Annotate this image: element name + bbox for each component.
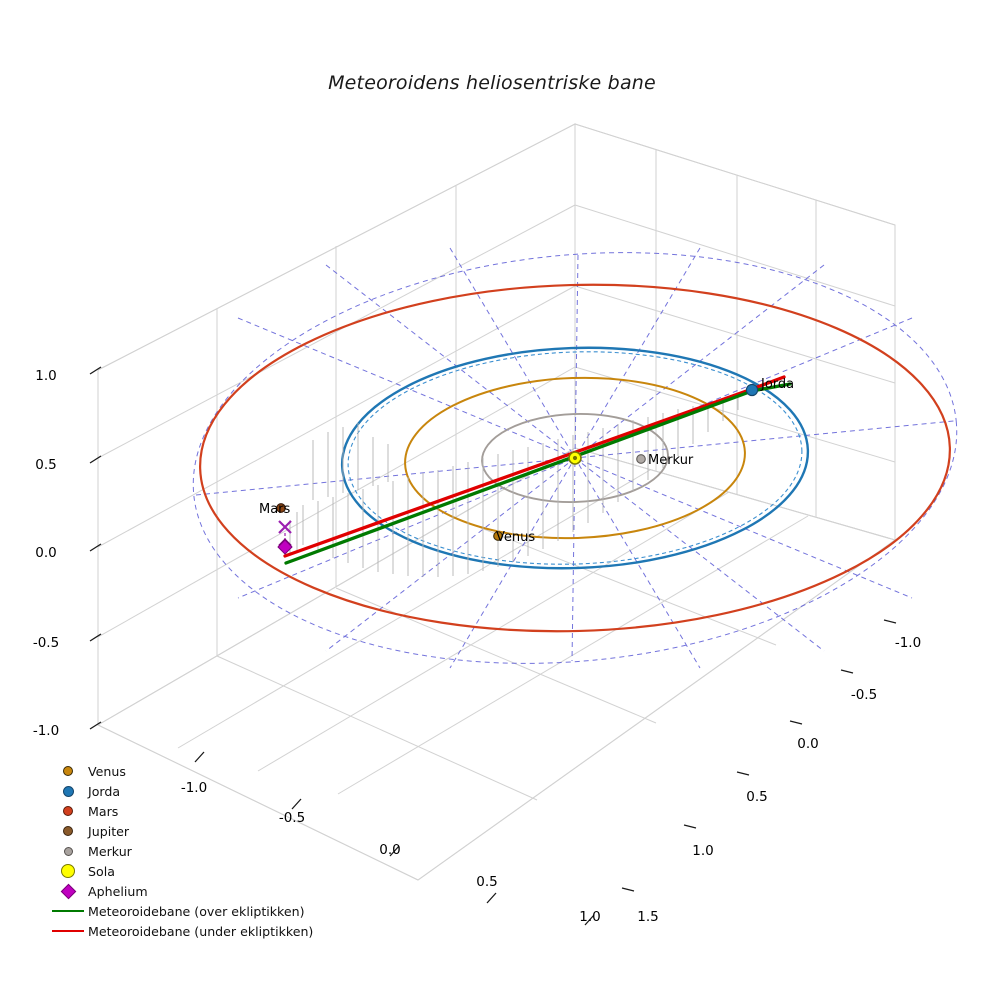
legend-marker-sola-dot-icon — [48, 864, 88, 878]
axes-panes — [96, 123, 897, 881]
meteoroid-orbit-over-ecliptic-tail — [750, 382, 792, 393]
legend-label: Jupiter — [88, 823, 130, 839]
legend-label: Meteoroidebane (under ekliptikken) — [88, 923, 314, 939]
axis-z — [89, 366, 102, 730]
legend-marker-mars-dot-icon — [48, 806, 88, 816]
label-jorda: Jorda — [760, 377, 794, 392]
legend-item-venus[interactable]: Venus — [48, 761, 378, 781]
body-aphelium[interactable] — [277, 539, 293, 555]
orbit-mars — [199, 283, 951, 633]
legend-item-jorda[interactable]: Jorda — [48, 781, 378, 801]
legend-label: Jorda — [88, 783, 121, 799]
z-tick-label: -1.0 — [33, 723, 59, 739]
page-title: Meteoroidens heliosentriske bane — [328, 72, 656, 94]
axis-z-ticklabels: 1.0 0.5 0.0 -0.5 -1.0 — [33, 368, 59, 739]
legend: Venus Jorda Mars Jupiter Merkur — [48, 761, 378, 941]
legend-marker-jupiter-dot-icon — [48, 826, 88, 836]
body-text-labels: Jorda Merkur Venus Mars — [259, 377, 794, 545]
pane-floor — [96, 447, 897, 881]
legend-marker-red-line-icon — [48, 930, 88, 932]
y-tick-label: 1.0 — [692, 843, 713, 859]
z-tick-label: 0.5 — [35, 457, 56, 473]
aphelion-x-icon — [278, 520, 292, 534]
orbit-ellipses — [199, 283, 951, 633]
x-tick-label: 0.0 — [379, 842, 400, 858]
axis-x-ticklabels: -1.0 -0.5 0.0 0.5 1.0 — [181, 780, 601, 925]
y-tick-label: -1.0 — [895, 635, 921, 651]
axis-y — [621, 619, 897, 892]
legend-item-jupiter[interactable]: Jupiter — [48, 821, 378, 841]
body-jorda[interactable] — [745, 383, 759, 397]
legend-item-meteoroid-over[interactable]: Meteoroidebane (over ekliptikken) — [48, 901, 378, 921]
orbit-jorda-projection — [347, 351, 803, 565]
x-tick-label: -0.5 — [279, 810, 305, 826]
legend-label: Aphelium — [88, 883, 148, 899]
meteoroid-orbit — [283, 375, 792, 565]
x-tick-label: 0.5 — [476, 874, 497, 890]
legend-marker-merkur-dot-icon — [48, 846, 88, 856]
legend-label: Merkur — [88, 843, 132, 859]
meteoroid-orbit-under-ecliptic — [283, 387, 754, 558]
y-tick-label: 1.5 — [637, 909, 658, 925]
body-mars[interactable] — [276, 503, 286, 513]
legend-item-sola[interactable]: Sola — [48, 861, 378, 881]
legend-label: Meteoroidebane (over ekliptikken) — [88, 903, 305, 919]
x-tick-label: -1.0 — [181, 780, 207, 796]
legend-item-mars[interactable]: Mars — [48, 801, 378, 821]
z-tick-label: -0.5 — [33, 635, 59, 651]
legend-item-meteoroid-under[interactable]: Meteoroidebane (under ekliptikken) — [48, 921, 378, 941]
legend-label: Sola — [88, 863, 115, 879]
legend-item-aphelium[interactable]: Aphelium — [48, 881, 378, 901]
y-tick-label: -0.5 — [851, 687, 877, 703]
aphelion-marker-group — [277, 520, 293, 555]
y-tick-label: 0.0 — [797, 736, 818, 752]
x-tick-label: 1.0 — [579, 909, 600, 925]
legend-marker-green-line-icon — [48, 910, 88, 912]
orbit-jorda — [340, 346, 810, 570]
axis-y-ticklabels: -1.0 -0.5 0.0 0.5 1.0 1.5 — [637, 635, 921, 925]
legend-marker-aphelium-diamond-icon — [48, 883, 88, 899]
legend-label: Venus — [88, 763, 126, 779]
legend-item-merkur[interactable]: Merkur — [48, 841, 378, 861]
z-tick-label: 1.0 — [35, 368, 56, 384]
body-merkur[interactable] — [636, 454, 646, 464]
body-venus[interactable] — [493, 531, 503, 541]
y-tick-label: 0.5 — [746, 789, 767, 805]
orbit-merkur — [481, 412, 669, 504]
sun-center-dot — [572, 455, 578, 461]
label-merkur: Merkur — [648, 453, 694, 468]
z-tick-label: 0.0 — [35, 545, 56, 561]
orbit-venus — [404, 376, 746, 540]
legend-marker-jorda-dot-icon — [48, 785, 88, 797]
axis-x — [194, 751, 595, 926]
label-mars: Mars — [259, 502, 291, 517]
legend-label: Mars — [88, 803, 119, 819]
legend-marker-venus-dot-icon — [48, 766, 88, 776]
solar-system-bodies — [276, 383, 759, 555]
label-venus: Venus — [496, 530, 535, 545]
meteoroid-orbit-over-ecliptic-visible — [284, 389, 754, 565]
